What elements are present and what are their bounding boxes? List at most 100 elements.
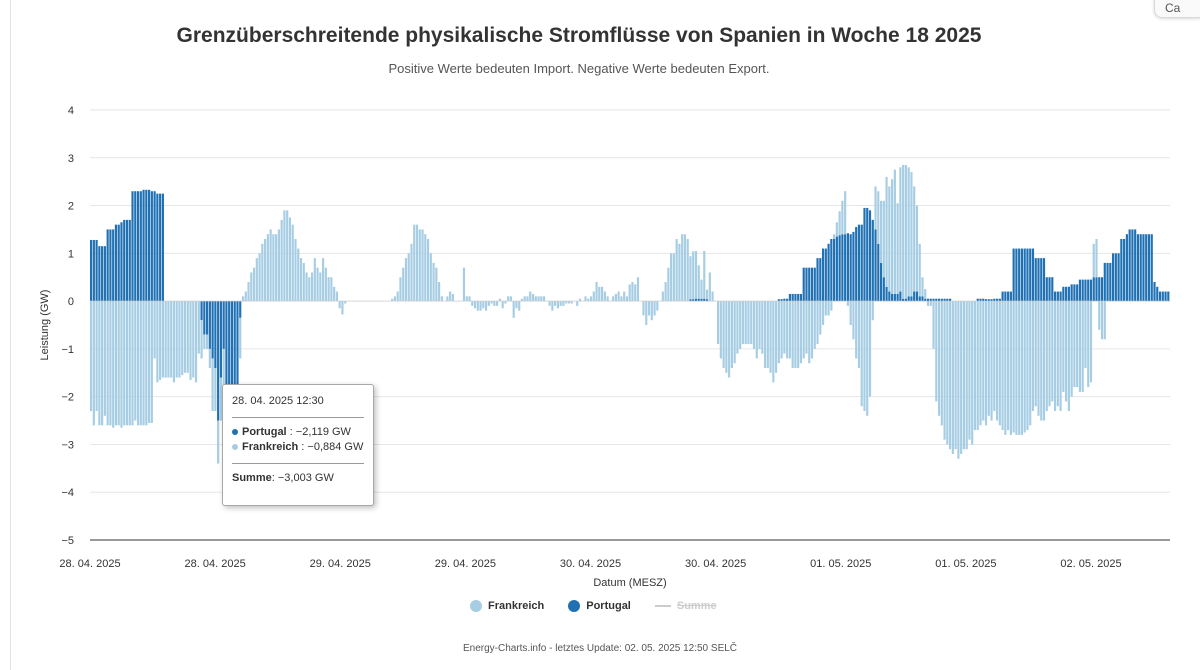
bar-frankreich[interactable]	[421, 229, 424, 302]
bar-frankreich[interactable]	[272, 234, 275, 302]
bar-frankreich[interactable]	[763, 301, 767, 368]
bar-frankreich[interactable]	[719, 301, 722, 359]
bar-frankreich[interactable]	[175, 301, 178, 378]
bar-frankreich[interactable]	[799, 301, 803, 364]
bar-frankreich[interactable]	[830, 301, 833, 311]
bar-frankreich[interactable]	[733, 301, 736, 364]
bar-frankreich[interactable]	[907, 167, 910, 297]
bar-frankreich[interactable]	[136, 301, 140, 426]
bar-portugal[interactable]	[799, 293, 803, 302]
bar-frankreich[interactable]	[142, 301, 145, 426]
bar-portugal[interactable]	[145, 189, 148, 302]
bar-frankreich[interactable]	[990, 301, 993, 421]
bar-frankreich[interactable]	[156, 301, 159, 383]
bar-portugal[interactable]	[998, 298, 1001, 302]
bar-portugal[interactable]	[882, 277, 885, 302]
bar-frankreich[interactable]	[625, 296, 629, 302]
bar-portugal[interactable]	[857, 224, 861, 302]
bar-portugal[interactable]	[139, 191, 142, 302]
bar-frankreich[interactable]	[468, 296, 471, 302]
bar-frankreich[interactable]	[951, 301, 954, 454]
bar-portugal[interactable]	[910, 296, 913, 302]
bar-frankreich[interactable]	[805, 301, 808, 354]
bar-portugal[interactable]	[827, 243, 830, 302]
bar-frankreich[interactable]	[849, 301, 852, 325]
bar-portugal[interactable]	[1084, 279, 1087, 302]
bar-frankreich[interactable]	[302, 262, 305, 302]
bar-frankreich[interactable]	[1004, 301, 1007, 435]
bar-frankreich[interactable]	[498, 298, 501, 302]
bar-frankreich[interactable]	[1056, 301, 1059, 407]
bar-frankreich[interactable]	[217, 420, 220, 464]
bar-portugal[interactable]	[1150, 234, 1153, 302]
bar-portugal[interactable]	[1167, 291, 1170, 302]
bar-frankreich[interactable]	[435, 267, 438, 302]
bar-frankreich[interactable]	[1103, 301, 1106, 340]
bar-frankreich[interactable]	[164, 301, 167, 378]
bar-frankreich[interactable]	[846, 301, 849, 306]
bar-portugal[interactable]	[846, 233, 849, 302]
bar-frankreich[interactable]	[161, 301, 164, 378]
bar-frankreich[interactable]	[1087, 301, 1090, 388]
bar-portugal[interactable]	[125, 219, 129, 302]
bar-frankreich[interactable]	[526, 296, 529, 302]
bar-portugal[interactable]	[786, 298, 789, 302]
bar-frankreich[interactable]	[239, 317, 242, 359]
bar-frankreich[interactable]	[145, 301, 148, 426]
bar-frankreich[interactable]	[476, 301, 479, 311]
bar-frankreich[interactable]	[462, 267, 466, 302]
bar-frankreich[interactable]	[250, 272, 253, 302]
bar-frankreich[interactable]	[556, 301, 559, 309]
bar-frankreich[interactable]	[943, 301, 946, 440]
bar-portugal[interactable]	[946, 298, 949, 302]
bar-portugal[interactable]	[1131, 229, 1134, 302]
bar-portugal[interactable]	[1031, 248, 1035, 302]
bar-frankreich[interactable]	[863, 301, 866, 411]
bar-frankreich[interactable]	[299, 258, 303, 302]
bar-frankreich[interactable]	[868, 301, 872, 397]
bar-portugal[interactable]	[95, 239, 98, 302]
bar-frankreich[interactable]	[656, 301, 659, 311]
bar-frankreich[interactable]	[645, 301, 648, 325]
bar-portugal[interactable]	[1053, 291, 1057, 302]
bar-frankreich[interactable]	[319, 272, 322, 302]
bar-portugal[interactable]	[797, 293, 800, 302]
bar-frankreich[interactable]	[965, 301, 968, 450]
bar-frankreich[interactable]	[728, 301, 731, 378]
bar-frankreich[interactable]	[393, 296, 396, 302]
bar-portugal[interactable]	[896, 293, 899, 302]
bar-frankreich[interactable]	[308, 277, 311, 302]
bar-portugal[interactable]	[1109, 262, 1112, 302]
bar-frankreich[interactable]	[791, 301, 794, 368]
bar-frankreich[interactable]	[650, 301, 653, 321]
bar-portugal[interactable]	[120, 222, 123, 302]
bar-frankreich[interactable]	[288, 217, 292, 302]
bar-frankreich[interactable]	[214, 368, 217, 411]
bar-frankreich[interactable]	[1081, 301, 1084, 392]
bar-frankreich[interactable]	[841, 200, 844, 235]
bar-frankreich[interactable]	[178, 301, 181, 378]
bar-frankreich[interactable]	[598, 286, 601, 302]
bar-frankreich[interactable]	[200, 320, 203, 359]
bar-portugal[interactable]	[159, 193, 162, 302]
bar-portugal[interactable]	[90, 239, 93, 302]
bar-portugal[interactable]	[1009, 291, 1012, 302]
bar-frankreich[interactable]	[1065, 301, 1068, 402]
bar-frankreich[interactable]	[261, 243, 264, 302]
bar-frankreich[interactable]	[266, 234, 269, 302]
bar-frankreich[interactable]	[252, 267, 256, 302]
bar-portugal[interactable]	[844, 234, 847, 302]
bar-portugal[interactable]	[219, 301, 222, 378]
bar-portugal[interactable]	[1158, 291, 1162, 302]
bar-frankreich[interactable]	[603, 291, 606, 302]
bar-portugal[interactable]	[1117, 253, 1120, 302]
bar-portugal[interactable]	[156, 193, 159, 302]
bar-frankreich[interactable]	[567, 301, 571, 304]
bar-portugal[interactable]	[1120, 239, 1123, 302]
bar-frankreich[interactable]	[647, 301, 651, 316]
bar-portugal[interactable]	[1026, 248, 1029, 302]
bar-frankreich[interactable]	[424, 234, 427, 302]
bar-frankreich[interactable]	[1051, 301, 1054, 402]
bar-portugal[interactable]	[692, 299, 695, 302]
bar-portugal[interactable]	[1164, 291, 1167, 302]
